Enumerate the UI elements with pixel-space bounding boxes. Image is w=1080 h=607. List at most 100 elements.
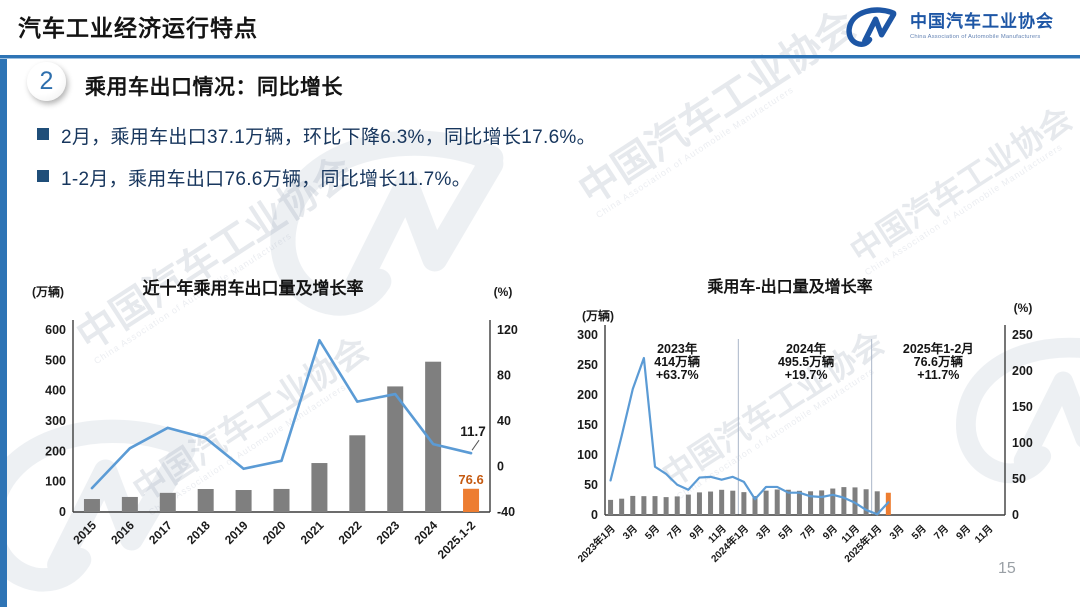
x-axis-tick: 2025.1-2 [435,518,479,562]
bar-value-label: 76.6 [458,472,483,487]
right-axis-tick: 120 [497,323,518,337]
bar [752,496,758,515]
bar [785,489,791,515]
bar [730,490,736,515]
bar [652,496,658,515]
annotation-text: +63.7% [656,368,699,382]
chart-svg: 近十年乘用车出口量及增长率(万辆) (%)0100200300400500600-… [32,278,518,562]
left-axis-tick: 100 [45,475,66,489]
right-axis-tick: 250 [1012,328,1033,342]
left-axis-tick: 150 [577,418,598,432]
chart-title: 近十年乘用车出口量及增长率 [143,278,364,298]
annotation-text: 2025年1-2月 [903,341,974,356]
left-axis-tick: 600 [45,323,66,337]
x-axis-tick: 2015 [70,518,99,547]
bar [641,496,647,515]
annotation-text: +11.7% [917,368,959,382]
bar [197,489,214,512]
annotation-text: 76.6万辆 [914,354,964,369]
annotation-text: 414万辆 [654,354,700,369]
bar-series [83,361,480,512]
left-axis-tick: 0 [591,508,598,522]
bar [83,499,100,512]
x-axis-tick: 2016 [108,518,137,547]
bar [311,463,328,512]
bar [830,488,836,515]
bullet-item: 2月，乘用车出口37.1万辆，环比下降6.3%，同比增长17.6%。 [37,122,596,149]
left-axis-tick: 250 [577,358,598,372]
bar [774,489,780,515]
bar [674,496,680,515]
bar [349,435,366,512]
label-connector [471,439,480,451]
bar [852,487,858,515]
x-axis-tick: 3月 [754,523,773,542]
bar [121,496,138,512]
logo-text: 中国汽车工业协会 China Association of Automobile… [910,13,1054,40]
x-axis-tick: 3月 [620,523,639,542]
bar [387,386,404,512]
bar [273,488,290,512]
left-axis-unit: (万辆) [582,308,614,323]
left-axis-unit: (万辆) [32,284,64,299]
bar [663,497,669,515]
x-axis-tick: 9月 [820,523,839,542]
bar [463,488,480,512]
bar [874,491,880,515]
chart-10yr-passenger-car-exports: 近十年乘用车出口量及增长率 (万辆) (%) 0 100 200 300 400 500 600-… [8,276,546,594]
annotation-text: 495.5万辆 [778,354,835,369]
x-axis-tick: 11月 [972,523,995,546]
right-axis-unit: (%) [494,285,513,299]
bar [696,492,702,515]
annotation-text: +19.7% [785,368,828,382]
x-axis-tick: 7月 [932,523,951,542]
bullet-text: 2月，乘用车出口37.1万辆，环比下降6.3%，同比增长17.6%。 [61,127,596,148]
logo-org-name: 中国汽车工业协会 [910,12,1054,32]
x-axis-tick: 2017 [146,518,175,547]
right-axis-unit: (%) [1014,301,1033,315]
right-axis-tick: -40 [497,505,515,519]
right-axis-tick: 100 [1012,436,1033,450]
section-heading: 乘用车出口情况：同比增长 [85,76,343,99]
left-axis-tick: 200 [45,444,66,458]
x-axis-tick: 9月 [687,523,706,542]
x-axis-tick: 2019 [222,518,251,547]
left-axis-tick: 100 [577,448,598,462]
right-axis-tick: 0 [497,460,504,474]
x-axis-tick: 2024 [411,518,440,547]
right-axis-tick: 150 [1012,400,1033,414]
left-axis-tick: 400 [45,384,66,398]
bullet-square-icon [37,128,49,140]
left-axis-tick: 200 [577,388,598,402]
left-axis-tick: 300 [577,328,598,342]
left-axis-tick: 0 [59,505,66,519]
bar [719,489,725,515]
bar [796,490,802,515]
x-axis-tick: 3月 [887,523,906,542]
page-number: 15 [998,560,1016,577]
annotation-text: 2023年 [657,341,698,356]
bar [741,492,747,515]
bar [763,490,769,515]
x-axis-tick: 2022 [336,518,365,547]
section-number-badge: 2 [27,62,66,101]
bar [619,498,625,515]
bar [841,487,847,515]
x-axis-tick: 5月 [776,523,795,542]
right-axis-tick: 0 [1012,508,1019,522]
x-axis-tick: 2023 [374,518,403,547]
bar [685,494,691,515]
x-axis-tick: 2023年1月 [575,522,618,565]
bar [425,361,442,512]
cam-logo-icon [846,7,897,47]
left-axis-tick: 500 [45,353,66,367]
bar [808,491,814,515]
chart-svg: 乘用车-出口量及增长率 (万辆) (%) 0 50 100 150 200 250 300 0 50 1… [575,277,1033,565]
annotation-text: 2024年 [786,341,827,356]
bullet-square-icon [37,170,49,182]
growth-rate-line [609,356,890,516]
right-axis-tick: 40 [497,414,511,428]
bar [630,495,636,515]
